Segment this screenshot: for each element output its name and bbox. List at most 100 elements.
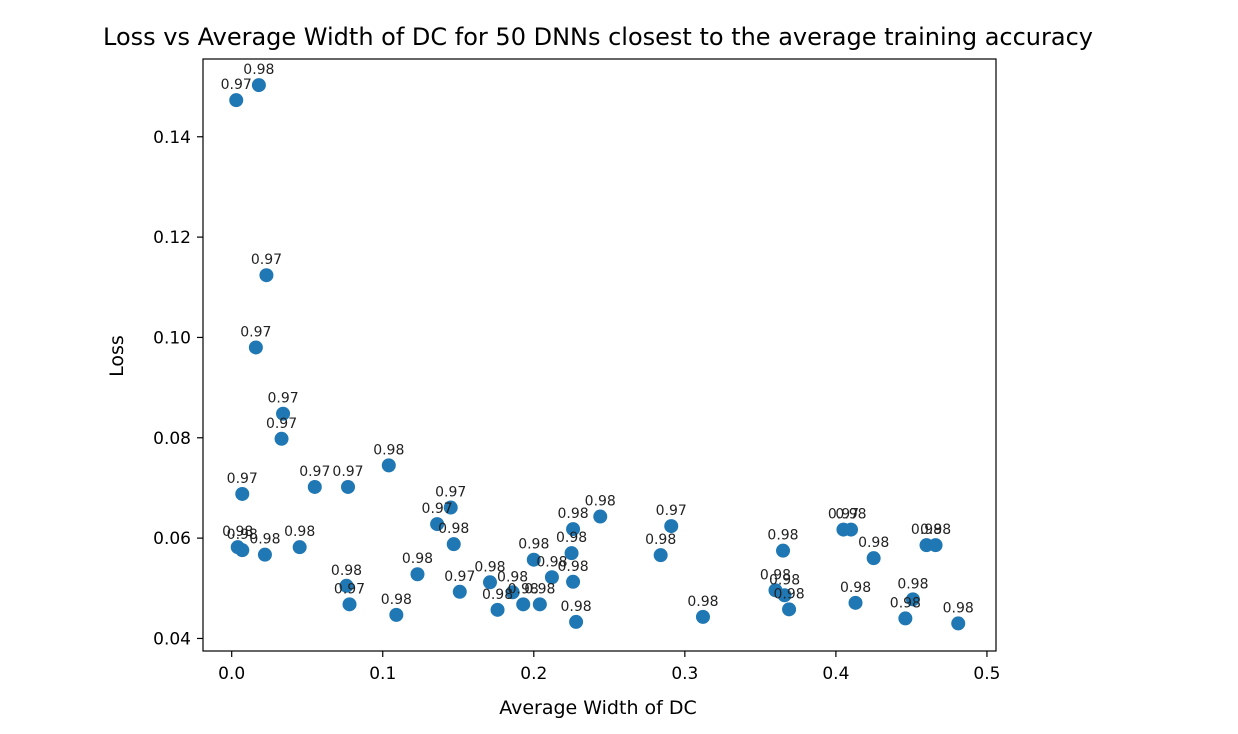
x-tick-label: 0.0: [218, 664, 245, 684]
data-point: [307, 479, 322, 494]
data-point: [251, 78, 266, 93]
data-point-label: 0.97: [656, 503, 687, 519]
data-point: [516, 597, 531, 612]
data-point: [443, 500, 458, 515]
data-point-label: 0.97: [422, 501, 453, 517]
data-point-label: 0.98: [284, 524, 315, 540]
data-point: [490, 602, 505, 617]
data-point-label: 0.98: [911, 522, 942, 538]
data-point-label: 0.98: [773, 586, 804, 602]
data-point-label: 0.98: [222, 524, 253, 540]
data-point-label: 0.97: [299, 464, 330, 480]
data-point: [776, 543, 791, 558]
data-point: [339, 578, 354, 593]
data-point-label: 0.98: [536, 554, 567, 570]
data-point-label: 0.97: [251, 252, 282, 268]
data-point: [259, 268, 274, 283]
data-point: [532, 597, 547, 612]
data-point: [341, 479, 356, 494]
y-tick-label: 0.04: [153, 629, 191, 649]
data-point: [695, 609, 710, 624]
data-point: [777, 588, 792, 603]
x-tick-label: 0.1: [369, 664, 396, 684]
data-point-label: 0.98: [524, 581, 555, 597]
data-point-label: 0.98: [249, 532, 280, 548]
x-tick-label: 0.5: [973, 664, 1000, 684]
data-point: [257, 547, 272, 562]
data-point: [292, 540, 307, 555]
data-point: [526, 552, 541, 567]
data-point-label: 0.98: [497, 569, 528, 585]
data-point-label: 0.97: [332, 464, 363, 480]
data-point-label: 0.98: [585, 494, 616, 510]
data-point-label: 0.98: [840, 580, 871, 596]
data-point: [843, 522, 858, 537]
data-point-label: 0.98: [373, 442, 404, 458]
data-point-label: 0.97: [334, 581, 365, 597]
data-point-label: 0.98: [943, 600, 974, 616]
data-point: [866, 551, 881, 566]
chart-title: Loss vs Average Width of DC for 50 DNNs …: [103, 23, 1093, 51]
data-point-label: 0.98: [518, 537, 549, 553]
data-point-label: 0.98: [381, 592, 412, 608]
data-point: [229, 93, 244, 108]
data-point: [381, 458, 396, 473]
x-axis: 0.0 0.1 0.2 0.3 0.4 0.5: [218, 651, 1000, 684]
y-tick-label: 0.12: [153, 228, 191, 248]
data-point-label: 0.97: [444, 569, 475, 585]
data-point: [928, 538, 943, 553]
data-point-label: 0.98: [769, 572, 800, 588]
data-point-label: 0.97: [267, 391, 298, 407]
y-tick-label: 0.10: [153, 328, 191, 348]
data-point-label: 0.98: [438, 521, 469, 537]
data-point: [430, 517, 445, 532]
data-point: [452, 584, 467, 599]
x-tick-label: 0.3: [671, 664, 698, 684]
data-point: [848, 595, 863, 610]
data-point: [342, 597, 357, 612]
data-point-label: 0.98: [508, 581, 539, 597]
data-point-label: 0.98: [331, 563, 362, 579]
data-point: [564, 546, 579, 561]
y-tick-label: 0.08: [153, 429, 191, 449]
x-axis-label: Average Width of DC: [499, 697, 697, 719]
y-tick-label: 0.06: [153, 529, 191, 549]
data-point-label: 0.97: [221, 77, 252, 93]
data-point: [410, 567, 425, 582]
data-point-label: 0.98: [556, 530, 587, 546]
data-point-label: 0.98: [687, 594, 718, 610]
data-point: [274, 431, 289, 446]
data-point: [248, 340, 263, 355]
data-point-label: 0.98: [557, 506, 588, 522]
data-point: [566, 522, 581, 537]
data-point: [389, 607, 404, 622]
data-point: [905, 592, 920, 607]
plot-area-frame: [202, 58, 997, 652]
data-point-label: 0.98: [767, 528, 798, 544]
data-point-label: 0.98: [760, 567, 791, 583]
data-point: [482, 575, 497, 590]
data-point: [446, 537, 461, 552]
data-points: [229, 78, 966, 631]
data-point-label: 0.98: [557, 559, 588, 575]
data-point-label: 0.98: [835, 507, 866, 523]
data-point-label: 0.97: [828, 507, 859, 523]
x-tick-label: 0.4: [822, 664, 849, 684]
data-point-label: 0.98: [227, 527, 258, 543]
data-point-labels: 0.970.980.970.970.970.970.97 0.97 0.970.98…: [221, 62, 974, 616]
y-axis-label: Loss: [106, 335, 128, 377]
y-axis: 0.04 0.06 0.08 0.10 0.12 0.14: [153, 128, 203, 649]
x-tick-label: 0.2: [520, 664, 547, 684]
data-point: [235, 543, 250, 558]
y-tick-label: 0.14: [153, 128, 191, 148]
data-point-label: 0.98: [561, 599, 592, 615]
data-point-label: 0.98: [920, 522, 951, 538]
data-point-label: 0.98: [890, 595, 921, 611]
data-point: [566, 574, 581, 589]
data-point-label: 0.98: [482, 587, 513, 603]
data-point: [505, 585, 520, 600]
data-point: [235, 486, 250, 501]
data-point: [664, 519, 679, 534]
data-point: [951, 616, 966, 631]
